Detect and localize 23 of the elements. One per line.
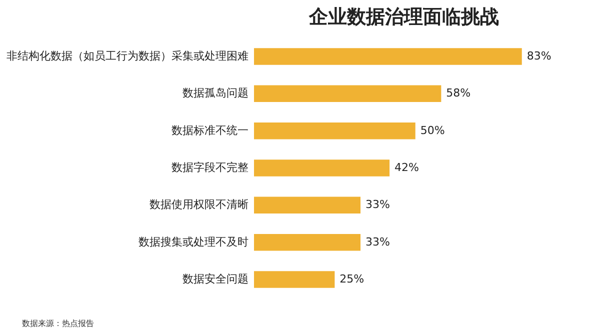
bar	[254, 48, 522, 65]
chart-title: 企业数据治理面临挑战	[308, 6, 499, 28]
bar	[254, 271, 335, 288]
bar	[254, 122, 416, 140]
bar	[254, 160, 390, 176]
data-label: 33%	[365, 198, 390, 212]
y-tick-label: 非结构化数据（如员工行为数据）采集或处理困难	[6, 50, 248, 63]
y-tick-label: 数据孤岛问题	[182, 86, 248, 100]
data-label: 25%	[340, 272, 364, 286]
y-tick-label: 数据字段不完整	[172, 161, 248, 174]
data-label: 50%	[420, 124, 445, 137]
source-note: 数据来源：热点报告	[22, 318, 94, 329]
bar	[254, 196, 360, 214]
data-label: 58%	[446, 86, 471, 100]
data-label: 42%	[394, 161, 419, 174]
y-tick-label: 数据安全问题	[182, 272, 248, 286]
data-label: 33%	[365, 235, 390, 248]
y-tick-label: 数据搜集或处理不及时	[138, 235, 248, 248]
data-label: 83%	[526, 50, 552, 63]
bar	[254, 85, 442, 102]
y-tick-label: 数据标准不统一	[172, 124, 248, 137]
bar	[254, 234, 360, 251]
y-tick-label: 数据使用权限不清晰	[150, 198, 248, 212]
